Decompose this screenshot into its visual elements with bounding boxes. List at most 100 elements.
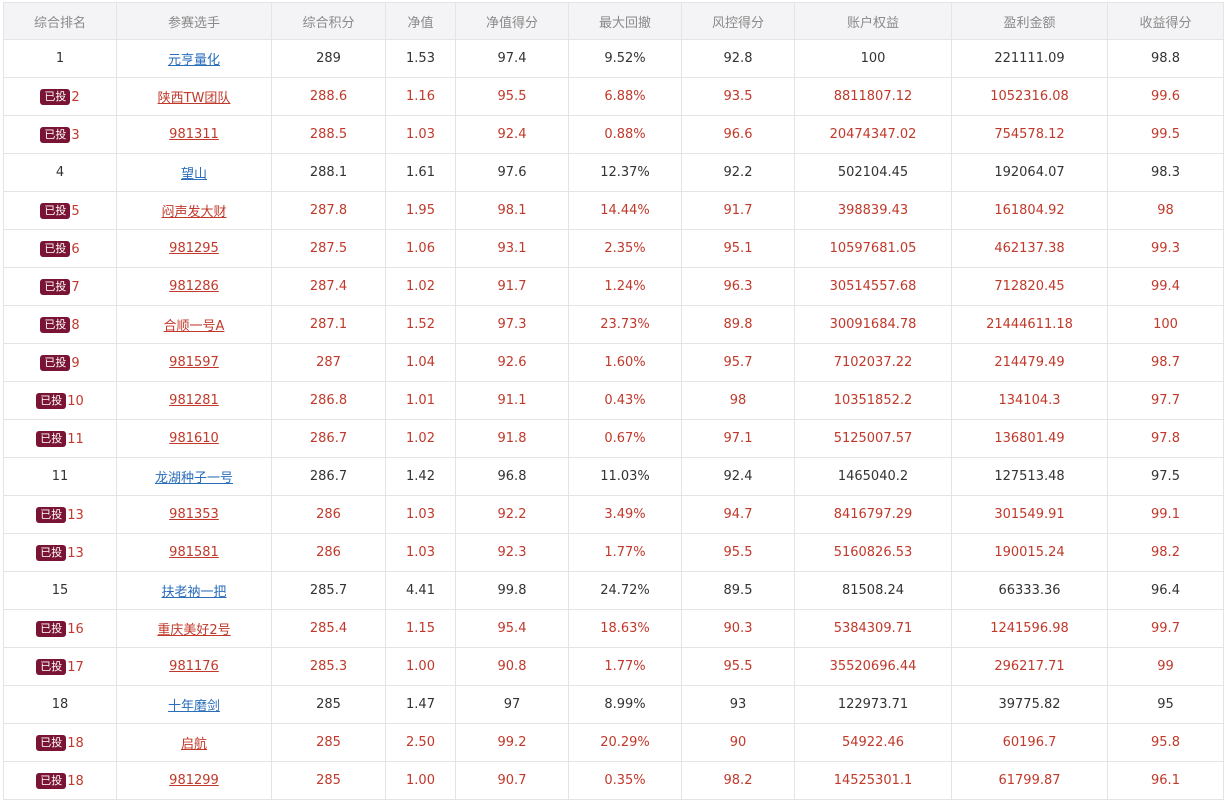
cell-max-drawdown: 1.77%: [568, 647, 682, 686]
contestant-link[interactable]: 陕西TW团队: [157, 91, 231, 106]
cell-contestant[interactable]: 十年磨剑: [116, 685, 272, 724]
cell-contestant[interactable]: 元亨量化: [116, 39, 272, 78]
cell-profit-amount: 21444611.18: [951, 305, 1108, 344]
header-total-score[interactable]: 综合积分: [271, 2, 386, 40]
table-row: 已投 17 981176 285.3 1.00 90.8 1.77% 95.5 35520696…: [3, 647, 1224, 686]
contestant-link[interactable]: 望山: [180, 167, 207, 182]
contestant-link[interactable]: 合顺一号A: [163, 319, 225, 334]
contestant-link[interactable]: 闷声发大财: [161, 205, 227, 220]
header-max-drawdown[interactable]: 最大回撤: [568, 2, 682, 40]
contestant-link[interactable]: 981281: [169, 393, 219, 408]
contestant-link[interactable]: 981286: [169, 279, 219, 294]
cell-account-equity: 54922.46: [794, 723, 952, 762]
cell-rank: 已投 2: [3, 77, 117, 116]
header-net-value[interactable]: 净值: [385, 2, 456, 40]
cell-risk-score: 93.5: [681, 77, 795, 116]
cell-risk-score: 92.4: [681, 457, 795, 496]
cell-profit-amount: 712820.45: [951, 267, 1108, 306]
cell-net-value-score: 90.7: [455, 761, 569, 800]
table-row: 18 十年磨剑 285 1.47 97 8.99% 93 122973.71 39775.82 9…: [3, 685, 1224, 724]
rank-value: 10: [67, 393, 84, 409]
cell-contestant[interactable]: 981311: [116, 115, 272, 154]
cell-return-score: 96.1: [1107, 761, 1224, 800]
cell-risk-score: 98.2: [681, 761, 795, 800]
cell-net-value: 2.50: [385, 723, 456, 762]
contestant-link[interactable]: 981581: [169, 545, 219, 560]
invested-badge: 已投: [36, 658, 67, 675]
cell-contestant[interactable]: 981176: [116, 647, 272, 686]
cell-contestant[interactable]: 981295: [116, 229, 272, 268]
cell-contestant[interactable]: 扶老衲一把: [116, 571, 272, 610]
contestant-link[interactable]: 龙湖种子一号: [154, 471, 233, 486]
cell-account-equity: 398839.43: [794, 191, 952, 230]
contestant-link[interactable]: 重庆美好2号: [157, 623, 231, 638]
cell-return-score: 99: [1107, 647, 1224, 686]
rank-value: 2: [71, 89, 80, 105]
contestant-link[interactable]: 981295: [169, 241, 219, 256]
contestant-link[interactable]: 981353: [169, 507, 219, 522]
cell-rank: 11: [3, 457, 117, 496]
cell-contestant[interactable]: 981286: [116, 267, 272, 306]
cell-contestant[interactable]: 陕西TW团队: [116, 77, 272, 116]
contestant-link[interactable]: 扶老衲一把: [161, 585, 227, 600]
rank-value: 17: [67, 659, 84, 675]
header-contestant[interactable]: 参赛选手: [116, 2, 272, 40]
cell-contestant[interactable]: 龙湖种子一号: [116, 457, 272, 496]
contestant-link[interactable]: 981597: [169, 355, 219, 370]
cell-contestant[interactable]: 981581: [116, 533, 272, 572]
contestant-link[interactable]: 981311: [169, 127, 219, 142]
cell-max-drawdown: 18.63%: [568, 609, 682, 648]
cell-total-score: 285.3: [271, 647, 386, 686]
contestant-link[interactable]: 981299: [169, 773, 219, 788]
header-profit-amount[interactable]: 盈利金额: [951, 2, 1108, 40]
cell-net-value: 1.06: [385, 229, 456, 268]
header-return-score[interactable]: 收益得分: [1107, 2, 1224, 40]
cell-risk-score: 96.3: [681, 267, 795, 306]
cell-contestant[interactable]: 重庆美好2号: [116, 609, 272, 648]
contestant-link[interactable]: 启航: [180, 737, 207, 752]
contestant-link[interactable]: 十年磨剑: [167, 699, 220, 714]
rank-value: 18: [67, 773, 84, 789]
cell-total-score: 286: [271, 533, 386, 572]
cell-profit-amount: 296217.71: [951, 647, 1108, 686]
cell-profit-amount: 61799.87: [951, 761, 1108, 800]
cell-contestant[interactable]: 启航: [116, 723, 272, 762]
cell-total-score: 285: [271, 761, 386, 800]
cell-risk-score: 92.2: [681, 153, 795, 192]
cell-max-drawdown: 6.88%: [568, 77, 682, 116]
header-risk-score[interactable]: 风控得分: [681, 2, 795, 40]
header-net-value-score[interactable]: 净值得分: [455, 2, 569, 40]
cell-contestant[interactable]: 981597: [116, 343, 272, 382]
table-row: 已投 6 981295 287.5 1.06 93.1 2.35% 95.1 10597681.…: [3, 229, 1224, 268]
table-row: 15 扶老衲一把 285.7 4.41 99.8 24.72% 89.5 81508.24 66…: [3, 571, 1224, 610]
cell-profit-amount: 1241596.98: [951, 609, 1108, 648]
cell-total-score: 287.4: [271, 267, 386, 306]
cell-risk-score: 89.5: [681, 571, 795, 610]
cell-contestant[interactable]: 合顺一号A: [116, 305, 272, 344]
cell-profit-amount: 214479.49: [951, 343, 1108, 382]
contestant-link[interactable]: 981176: [169, 659, 219, 674]
cell-contestant[interactable]: 981299: [116, 761, 272, 800]
cell-contestant[interactable]: 望山: [116, 153, 272, 192]
cell-risk-score: 93: [681, 685, 795, 724]
cell-contestant[interactable]: 981281: [116, 381, 272, 420]
cell-max-drawdown: 0.88%: [568, 115, 682, 154]
cell-net-value-score: 91.7: [455, 267, 569, 306]
cell-max-drawdown: 2.35%: [568, 229, 682, 268]
contestant-link[interactable]: 981610: [169, 431, 219, 446]
cell-rank: 4: [3, 153, 117, 192]
cell-contestant[interactable]: 981610: [116, 419, 272, 458]
table-row: 已投 8 合顺一号A 287.1 1.52 97.3 23.73% 89.8 30091684.…: [3, 305, 1224, 344]
cell-risk-score: 97.1: [681, 419, 795, 458]
rank-value: 9: [71, 355, 80, 371]
cell-net-value: 1.04: [385, 343, 456, 382]
cell-net-value-score: 91.1: [455, 381, 569, 420]
cell-profit-amount: 66333.36: [951, 571, 1108, 610]
contestant-link[interactable]: 元亨量化: [167, 53, 220, 68]
rank-value: 11: [67, 431, 84, 447]
cell-contestant[interactable]: 闷声发大财: [116, 191, 272, 230]
header-overall-rank[interactable]: 综合排名: [3, 2, 117, 40]
cell-contestant[interactable]: 981353: [116, 495, 272, 534]
header-account-equity[interactable]: 账户权益: [794, 2, 952, 40]
cell-net-value: 1.61: [385, 153, 456, 192]
